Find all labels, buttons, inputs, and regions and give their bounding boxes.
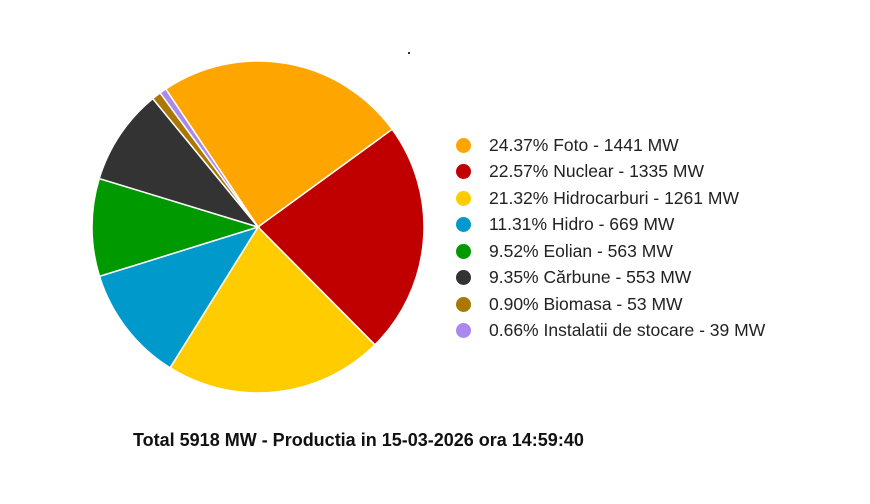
legend-label: 0.90% Biomasa - 53 MW: [489, 293, 683, 314]
pie-slice-instalatii-de-stocare: [159, 87, 259, 228]
legend-item: 11.31% Hidro - 669 MW: [456, 212, 765, 239]
stray-dot: [408, 52, 410, 54]
pie-slice-hidro: [98, 225, 260, 369]
legend-label: 9.52% Eolian - 563 MW: [489, 240, 673, 261]
legend-item: 0.90% Biomasa - 53 MW: [456, 291, 765, 318]
pie-slice-hidrocarburi: [169, 225, 376, 394]
legend-swatch: [456, 296, 471, 312]
pie-slice-c-rbune: [98, 97, 261, 229]
chart-footer-title: Total 5918 MW - Productia in 15-03-2026 …: [133, 430, 584, 450]
legend-swatch: [456, 137, 471, 153]
legend-item: 0.66% Instalatii de stocare - 39 MW: [456, 318, 765, 345]
pie-slice-nuclear: [256, 128, 425, 346]
legend-item: 24.37% Foto - 1441 MW: [456, 132, 765, 159]
legend-swatch: [456, 270, 471, 286]
legend-label: 9.35% Cărbune - 553 MW: [489, 267, 692, 287]
legend-swatch: [456, 190, 471, 206]
legend-item: 21.32% Hidrocarburi - 1261 MW: [456, 185, 765, 212]
legend-label: 21.32% Hidrocarburi - 1261 MW: [489, 187, 739, 208]
legend-item: 9.35% Cărbune - 553 MW: [456, 265, 765, 292]
legend-label: 11.31% Hidro - 669 MW: [489, 214, 675, 234]
legend: 24.37% Foto - 1441 MW 22.57% Nuclear - 13…: [456, 132, 765, 344]
legend-swatch: [456, 217, 471, 233]
pie-slice-eolian: [91, 177, 261, 278]
legend-swatch: [456, 243, 471, 259]
legend-swatch: [456, 164, 471, 180]
pie-slice-foto: [164, 60, 394, 229]
legend-item: 9.52% Eolian - 563 MW: [456, 238, 765, 265]
legend-label: 22.57% Nuclear - 1335 MW: [489, 161, 704, 181]
legend-label: 0.66% Instalatii de stocare - 39 MW: [489, 320, 766, 340]
legend-label: 24.37% Foto - 1441 MW: [489, 134, 679, 155]
legend-item: 22.57% Nuclear - 1335 MW: [456, 159, 765, 186]
legend-swatch: [456, 323, 471, 339]
